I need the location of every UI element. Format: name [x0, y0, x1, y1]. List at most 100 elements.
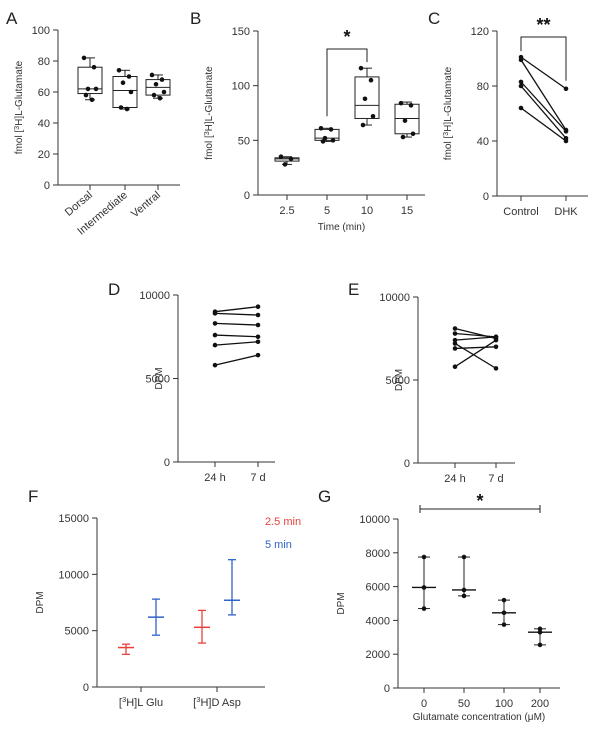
x-tick-label: [3H]L Glu — [119, 695, 163, 710]
data-point — [255, 352, 261, 358]
data-point — [85, 86, 91, 92]
data-point — [330, 138, 336, 143]
x-axis-label: Glutamate concentration (μM) — [413, 712, 545, 723]
panel-letter-g: G — [318, 487, 331, 506]
y-tick-label: 0 — [483, 191, 489, 203]
y-tick-label: 100 — [232, 81, 250, 93]
data-point — [452, 337, 458, 343]
panel-letter-d: D — [108, 280, 120, 299]
data-point — [537, 629, 543, 635]
data-point — [410, 131, 416, 137]
significance-star: * — [476, 491, 483, 511]
pair-line — [520, 59, 567, 131]
box — [314, 128, 340, 141]
panel-c: C 0 40 80 120 fmol [3H]L-Glutamate Control DHK *… — [428, 9, 588, 218]
data-point — [398, 100, 404, 106]
data-point — [149, 72, 155, 78]
data-point — [278, 154, 284, 160]
x-tick-label: Dorsal — [63, 189, 95, 219]
data-point — [501, 597, 507, 603]
data-point — [461, 587, 467, 593]
x-tick-label: Control — [503, 206, 538, 218]
pair-line — [454, 332, 497, 338]
y-axis-label: DPM — [394, 369, 405, 391]
data-point — [255, 304, 261, 309]
data-point — [402, 118, 408, 123]
y-tick-label: 40 — [38, 118, 50, 130]
y-tick-label: 10000 — [359, 514, 390, 526]
pair-line — [520, 85, 567, 139]
data-point — [408, 103, 414, 108]
data-point — [461, 554, 467, 560]
data-point — [255, 322, 261, 328]
data-point — [452, 326, 458, 331]
data-point — [493, 366, 499, 371]
y-tick-label: 20 — [38, 149, 50, 161]
data-point — [161, 89, 167, 95]
data-point — [151, 92, 157, 98]
x-tick-label: DHK — [554, 206, 578, 218]
y-tick-label: 60 — [38, 87, 50, 99]
box — [274, 157, 300, 162]
y-tick-label: 4000 — [366, 615, 390, 627]
y-tick-label: 0 — [244, 190, 250, 202]
data-point — [452, 346, 458, 351]
data-point — [563, 129, 569, 134]
data-point — [159, 77, 165, 82]
x-tick-label: 2.5 — [279, 205, 294, 217]
y-tick-label: 80 — [38, 56, 50, 68]
y-tick-label: 150 — [232, 26, 250, 38]
y-tick-label: 5000 — [386, 375, 410, 387]
y-tick-label: 10000 — [58, 569, 89, 581]
data-point — [255, 339, 261, 345]
data-point — [400, 134, 406, 140]
data-point — [255, 334, 261, 340]
panel-letter-a: A — [6, 9, 18, 28]
panel-letter-c: C — [428, 9, 440, 28]
data-point — [368, 77, 374, 83]
data-point — [118, 105, 124, 110]
x-tick-label: 7 d — [488, 473, 503, 485]
data-point — [124, 106, 130, 112]
data-point — [518, 83, 524, 89]
data-point — [81, 55, 87, 61]
data-point — [452, 331, 458, 336]
y-tick-label: 8000 — [366, 548, 390, 560]
y-tick-label: 10000 — [139, 290, 170, 302]
data-point — [116, 68, 122, 73]
pair-line — [454, 342, 497, 369]
y-tick-label: 0 — [44, 180, 50, 192]
data-point — [89, 97, 95, 103]
pair-line — [214, 354, 259, 366]
data-point — [421, 606, 427, 611]
y-axis-label: DPM — [35, 591, 46, 613]
pair-line — [454, 336, 497, 341]
pair-line — [214, 306, 259, 313]
y-tick-label: 15000 — [58, 513, 89, 525]
data-point — [128, 89, 134, 95]
data-point — [318, 126, 324, 131]
data-point — [421, 585, 427, 590]
data-point — [501, 610, 507, 616]
data-point — [212, 342, 218, 348]
data-point — [212, 332, 218, 338]
pair-line — [520, 56, 567, 90]
x-tick-label: 100 — [495, 698, 513, 710]
y-tick-label: 0 — [164, 457, 170, 469]
data-point — [518, 105, 524, 111]
x-tick-label: 0 — [421, 698, 427, 710]
box — [112, 76, 138, 108]
panel-e: E 0 5000 10000 DPM 24 h 7 d — [348, 280, 515, 485]
data-point — [93, 86, 99, 92]
y-tick-label: 6000 — [366, 582, 390, 594]
y-tick-label: 50 — [238, 135, 250, 147]
y-axis-label: fmol [3H]L-Glutamate — [204, 66, 216, 160]
data-point — [320, 139, 326, 144]
panel-letter-b: B — [190, 9, 201, 28]
data-point — [83, 92, 89, 98]
x-tick-label: 200 — [531, 698, 549, 710]
pair-line — [214, 312, 259, 316]
